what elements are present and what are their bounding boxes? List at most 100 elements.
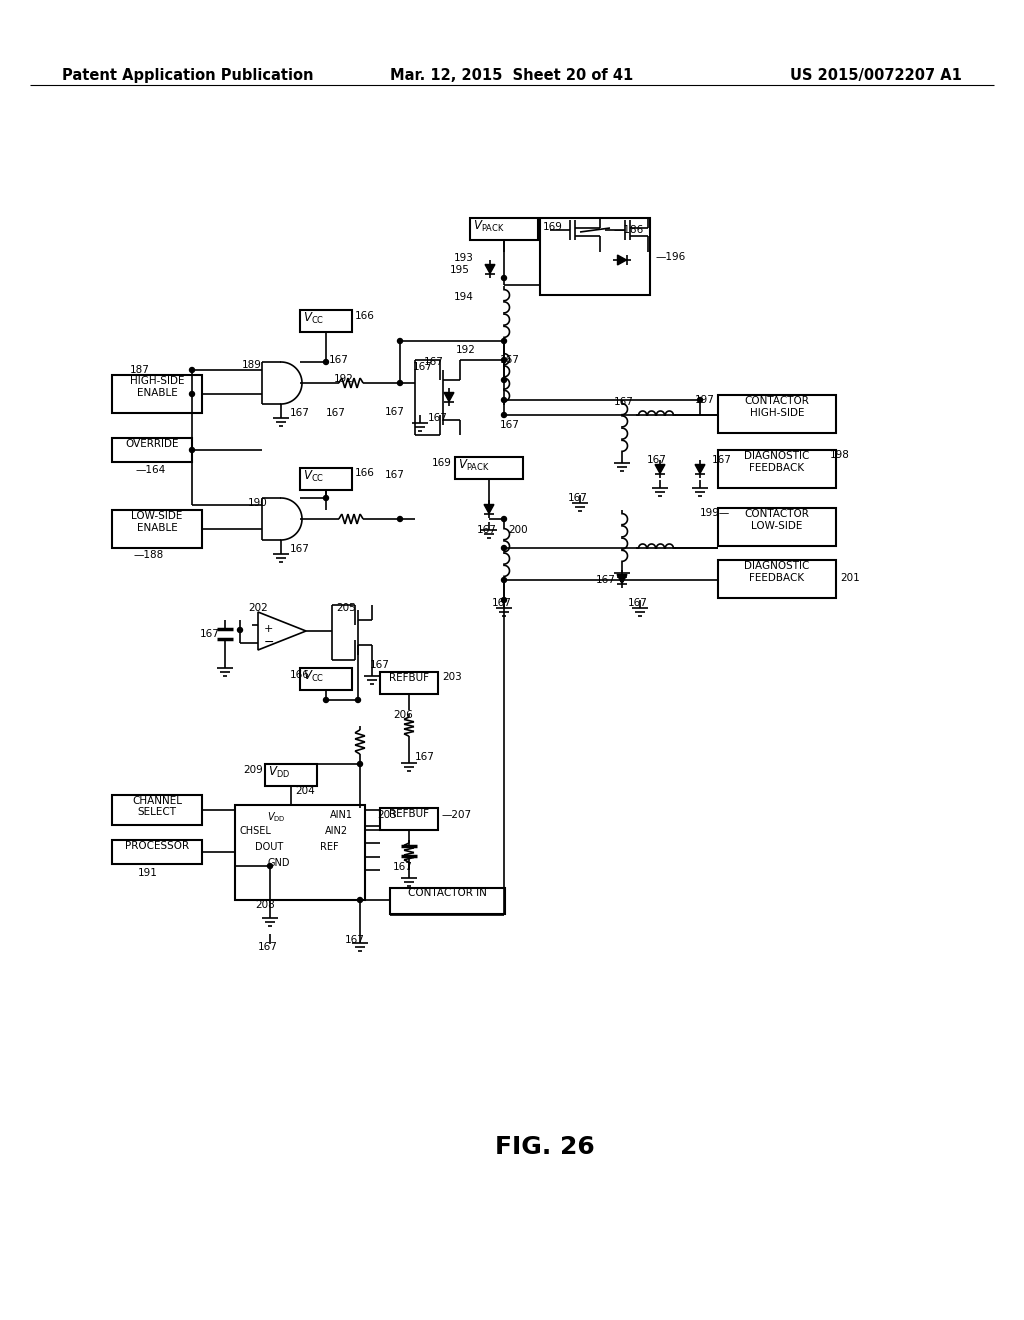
Text: 197: 197 bbox=[695, 395, 715, 405]
Circle shape bbox=[397, 516, 402, 521]
Text: 166: 166 bbox=[290, 671, 310, 680]
Circle shape bbox=[397, 338, 402, 343]
Bar bbox=[718, 395, 836, 433]
Bar bbox=[718, 560, 836, 598]
Text: Mar. 12, 2015  Sheet 20 of 41: Mar. 12, 2015 Sheet 20 of 41 bbox=[390, 69, 634, 83]
Text: —188: —188 bbox=[133, 550, 163, 560]
Text: 192: 192 bbox=[456, 345, 476, 355]
Text: FEEDBACK: FEEDBACK bbox=[750, 463, 805, 473]
Text: AIN2: AIN2 bbox=[325, 826, 348, 836]
Bar bbox=[718, 450, 836, 488]
Text: —207: —207 bbox=[442, 810, 472, 820]
Text: 192: 192 bbox=[334, 374, 354, 384]
Text: 190: 190 bbox=[248, 498, 267, 508]
Text: HIGH-SIDE: HIGH-SIDE bbox=[750, 408, 804, 418]
Text: SELECT: SELECT bbox=[137, 807, 176, 817]
Circle shape bbox=[267, 863, 272, 869]
Text: $V_{\mathrm{PACK}}$: $V_{\mathrm{PACK}}$ bbox=[473, 219, 505, 234]
Text: 167: 167 bbox=[492, 598, 512, 609]
Text: —196: —196 bbox=[655, 252, 685, 261]
Bar bbox=[112, 438, 193, 462]
Circle shape bbox=[355, 697, 360, 702]
Text: 167: 167 bbox=[385, 470, 404, 480]
Text: 169: 169 bbox=[432, 458, 452, 469]
Text: CHSEL: CHSEL bbox=[240, 826, 272, 836]
Text: 203: 203 bbox=[377, 810, 396, 820]
Text: 199—: 199— bbox=[700, 508, 730, 517]
Circle shape bbox=[189, 392, 195, 396]
Text: $V_{\mathrm{CC}}$: $V_{\mathrm{CC}}$ bbox=[303, 312, 325, 326]
Text: 187: 187 bbox=[130, 366, 150, 375]
Text: AIN1: AIN1 bbox=[330, 810, 353, 820]
Text: 167: 167 bbox=[500, 355, 520, 366]
Text: —164: —164 bbox=[135, 465, 165, 475]
Text: 167: 167 bbox=[477, 525, 497, 535]
Text: 208: 208 bbox=[255, 900, 274, 909]
Text: 203: 203 bbox=[442, 672, 462, 682]
Bar bbox=[380, 808, 438, 830]
Text: 167: 167 bbox=[290, 544, 310, 554]
Text: 167: 167 bbox=[428, 413, 447, 422]
Circle shape bbox=[397, 380, 402, 385]
Text: 167: 167 bbox=[370, 660, 390, 671]
Polygon shape bbox=[485, 264, 495, 273]
Circle shape bbox=[502, 516, 507, 521]
Circle shape bbox=[324, 359, 329, 364]
Text: REF: REF bbox=[319, 842, 339, 851]
Text: US 2015/0072207 A1: US 2015/0072207 A1 bbox=[791, 69, 962, 83]
Circle shape bbox=[324, 495, 329, 500]
Text: $V_{\mathrm{DD}}$: $V_{\mathrm{DD}}$ bbox=[267, 810, 286, 824]
Polygon shape bbox=[655, 465, 665, 474]
Text: CONTACTOR: CONTACTOR bbox=[744, 510, 809, 519]
Circle shape bbox=[357, 762, 362, 767]
Text: FIG. 26: FIG. 26 bbox=[496, 1135, 595, 1159]
Text: 166: 166 bbox=[355, 312, 375, 321]
Text: 167: 167 bbox=[290, 408, 310, 418]
Text: 166: 166 bbox=[355, 469, 375, 478]
Text: ENABLE: ENABLE bbox=[136, 523, 177, 533]
Text: FEEDBACK: FEEDBACK bbox=[750, 573, 805, 583]
Circle shape bbox=[189, 447, 195, 453]
Text: DIAGNOSTIC: DIAGNOSTIC bbox=[744, 561, 810, 572]
Bar bbox=[390, 888, 505, 913]
Text: −: − bbox=[264, 635, 274, 648]
Text: 167: 167 bbox=[326, 408, 346, 418]
Text: REFBUF: REFBUF bbox=[389, 809, 429, 818]
Circle shape bbox=[502, 578, 507, 582]
Polygon shape bbox=[695, 465, 705, 474]
Text: $V_{\mathrm{CC}}$: $V_{\mathrm{CC}}$ bbox=[303, 469, 325, 484]
Text: HIGH-SIDE: HIGH-SIDE bbox=[130, 376, 184, 385]
Text: —186: —186 bbox=[614, 224, 644, 235]
Circle shape bbox=[502, 545, 507, 550]
Bar bbox=[265, 764, 317, 785]
Text: 167: 167 bbox=[415, 752, 435, 762]
Text: LOW-SIDE: LOW-SIDE bbox=[131, 511, 182, 521]
Text: ENABLE: ENABLE bbox=[136, 388, 177, 399]
Text: 194: 194 bbox=[454, 292, 474, 302]
Circle shape bbox=[502, 338, 507, 343]
Text: DOUT: DOUT bbox=[255, 842, 284, 851]
Text: 167: 167 bbox=[200, 630, 220, 639]
Text: 167: 167 bbox=[596, 576, 615, 585]
Text: LOW-SIDE: LOW-SIDE bbox=[752, 521, 803, 531]
Polygon shape bbox=[617, 255, 627, 265]
Text: CONTACTOR: CONTACTOR bbox=[744, 396, 809, 407]
Text: 201: 201 bbox=[840, 573, 860, 583]
Text: CONTACTOR IN: CONTACTOR IN bbox=[408, 888, 486, 898]
Text: 206: 206 bbox=[393, 710, 413, 719]
Bar bbox=[112, 795, 202, 825]
Polygon shape bbox=[617, 574, 627, 583]
Text: 167: 167 bbox=[628, 598, 648, 609]
Circle shape bbox=[502, 598, 507, 602]
Bar bbox=[718, 508, 836, 546]
Text: 167: 167 bbox=[393, 862, 413, 873]
Polygon shape bbox=[484, 504, 494, 513]
Bar bbox=[380, 672, 438, 694]
Circle shape bbox=[324, 697, 329, 702]
Text: 167: 167 bbox=[345, 935, 365, 945]
Text: 200: 200 bbox=[508, 525, 527, 535]
Text: 167: 167 bbox=[413, 362, 433, 372]
Text: 189: 189 bbox=[242, 360, 262, 370]
Bar bbox=[300, 469, 352, 490]
Circle shape bbox=[502, 397, 507, 403]
